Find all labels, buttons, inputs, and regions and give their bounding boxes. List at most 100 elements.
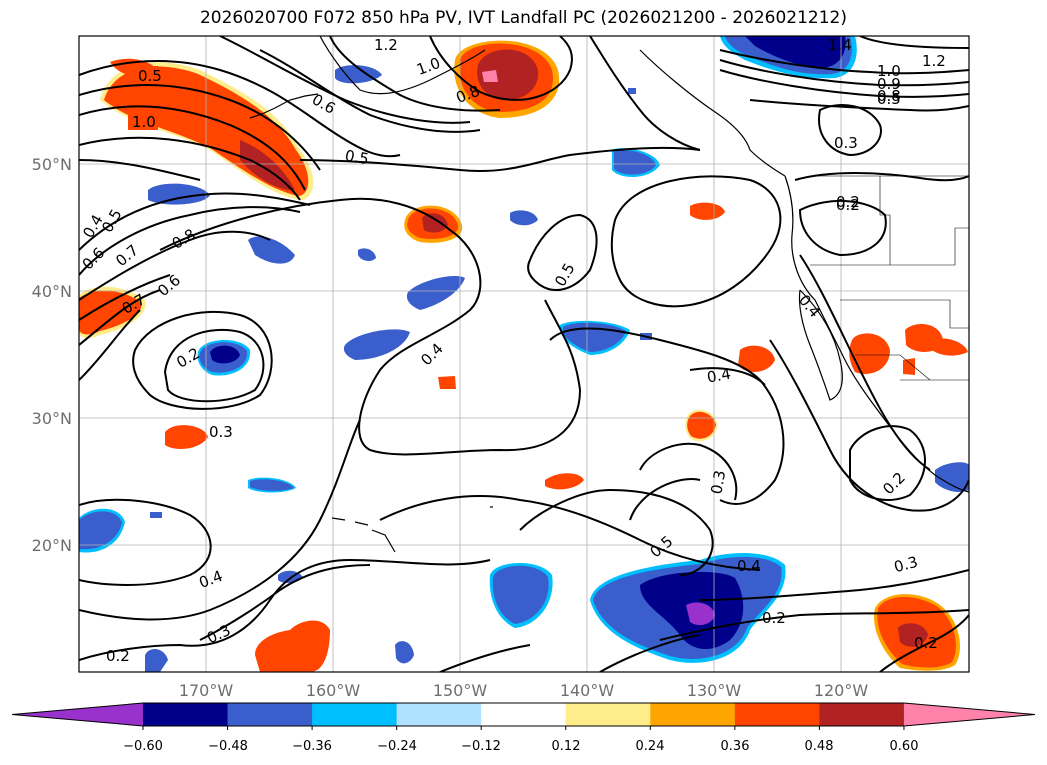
- positive-anomaly-patch: [545, 473, 584, 490]
- pv-contour-line: [794, 172, 969, 182]
- colorbar-tick-label: −0.60: [123, 739, 163, 754]
- contour-label: 0.2: [836, 193, 860, 211]
- pv-contour-line: [879, 614, 969, 672]
- pv-contour-line: [849, 425, 926, 501]
- pv-contour-line: [699, 569, 969, 601]
- negative-anomaly-patch: [145, 648, 168, 672]
- contour-label: 0.5: [877, 90, 901, 108]
- pv-contour-line: [599, 634, 701, 672]
- pv-contour-line: [749, 99, 969, 112]
- contour-label: 0.2: [914, 634, 938, 652]
- positive-anomaly-patch: [79, 290, 142, 335]
- negative-anomaly-patch: [79, 511, 122, 550]
- negative-anomaly-patch: [628, 88, 636, 94]
- alaska-coast: [319, 36, 486, 95]
- positive-anomaly-patch: [932, 338, 968, 356]
- pv-contour-line: [589, 36, 701, 151]
- positive-anomaly-patch: [690, 202, 725, 220]
- pv-contour-line: [719, 59, 969, 87]
- pv-contour-line: [163, 328, 265, 403]
- positive-anomaly-patch: [255, 620, 330, 672]
- contour-label: 0.8: [877, 87, 901, 105]
- colorbar-tick-label: 0.12: [552, 739, 581, 754]
- state-border: [840, 299, 969, 329]
- pv-contour-line: [429, 36, 573, 101]
- contour-label: 0.3: [834, 134, 858, 152]
- contour-label: 0.2: [836, 196, 860, 214]
- negative-anomaly-patch: [510, 210, 538, 226]
- contour-label: 0.5: [344, 146, 371, 168]
- pv-contour-line: [159, 197, 582, 456]
- contour-label: 0.3: [892, 553, 920, 577]
- positive-anomaly-patch: [438, 376, 456, 389]
- lat-label-20n: 20°N: [32, 536, 72, 555]
- positive-anomaly-patch: [903, 358, 915, 375]
- colorbar: [11, 702, 1036, 730]
- contour-label: 0.4: [737, 557, 761, 575]
- pv-contour-line: [329, 36, 501, 112]
- negative-anomaly-patch: [358, 248, 376, 262]
- contour-label: 0.3: [707, 469, 729, 496]
- state-border: [810, 227, 969, 266]
- contour-label: 1.2: [922, 52, 946, 70]
- negative-anomaly-patch: [148, 183, 210, 205]
- contour-label: 0.9: [877, 75, 901, 93]
- colorbar-segment: [227, 703, 313, 726]
- colorbar-tick-label: −0.12: [461, 739, 501, 754]
- longitude-labels: 170°W 160°W 150°W 140°W 130°W 120°W: [179, 681, 869, 700]
- contour-label: 0.4: [706, 365, 733, 387]
- pv-contour-line: [610, 175, 782, 308]
- pv-contour-line: [79, 59, 401, 158]
- colorbar-tick-label: 0.48: [805, 739, 834, 754]
- pv-contour-line: [798, 199, 887, 257]
- negative-anomaly-patch: [492, 565, 549, 624]
- negative-anomaly-patch: [343, 329, 410, 360]
- contour-label: 1.0: [877, 62, 901, 80]
- lat-label-40n: 40°N: [32, 282, 72, 301]
- latitude-labels: 50°N 40°N 30°N 20°N: [32, 155, 72, 555]
- positive-anomaly-patch: [738, 345, 775, 372]
- pv-contour-line: [527, 213, 598, 291]
- contour-label: 1.0: [132, 113, 156, 131]
- lon-label-130w: 130°W: [687, 681, 742, 700]
- state-border: [855, 354, 931, 381]
- contour-label: 0.5: [138, 67, 162, 85]
- pv-contour-line: [79, 105, 306, 191]
- colorbar-segment: [565, 703, 651, 726]
- pv-contour-line: [629, 478, 701, 521]
- pv-contour-line: [79, 83, 321, 171]
- pv-contour-line: [79, 230, 271, 301]
- hawaii-islands: [331, 517, 396, 553]
- positive-anomaly-patch: [898, 623, 928, 647]
- negative-anomaly-patch: [395, 641, 414, 664]
- pv-contour-line: [818, 104, 882, 157]
- lon-label-120w: 120°W: [814, 681, 869, 700]
- pv-contour-line: [259, 49, 481, 133]
- colorbar-segment: [734, 703, 820, 726]
- pv-contour-line: [79, 192, 311, 251]
- negative-anomaly-patch: [250, 479, 294, 491]
- lon-label-150w: 150°W: [433, 681, 488, 700]
- negative-anomaly-patch: [210, 345, 240, 364]
- colorbar-segment: [819, 703, 905, 726]
- pv-contour-line: [439, 644, 531, 672]
- pv-contour-line: [689, 367, 766, 386]
- pv-contour-line: [79, 289, 161, 346]
- pv-contour-line: [639, 442, 738, 501]
- pv-contour-line: [79, 558, 491, 661]
- pv-contour-line: [719, 69, 969, 98]
- pv-contour-line: [769, 339, 969, 512]
- positive-anomaly-patch: [477, 49, 539, 101]
- pv-contour-line: [199, 564, 371, 641]
- contour-label: 0.2: [762, 609, 786, 627]
- colorbar-segment: [143, 703, 229, 726]
- colorbar-segment: [481, 703, 567, 726]
- pv-contour-line: [79, 498, 212, 586]
- lon-label-160w: 160°W: [306, 681, 361, 700]
- pv-contour-line: [519, 488, 714, 576]
- pv-contours: [79, 36, 969, 672]
- colorbar-tick-label: 0.36: [721, 739, 750, 754]
- pv-contour-line: [379, 495, 761, 571]
- baja-california: [798, 289, 843, 401]
